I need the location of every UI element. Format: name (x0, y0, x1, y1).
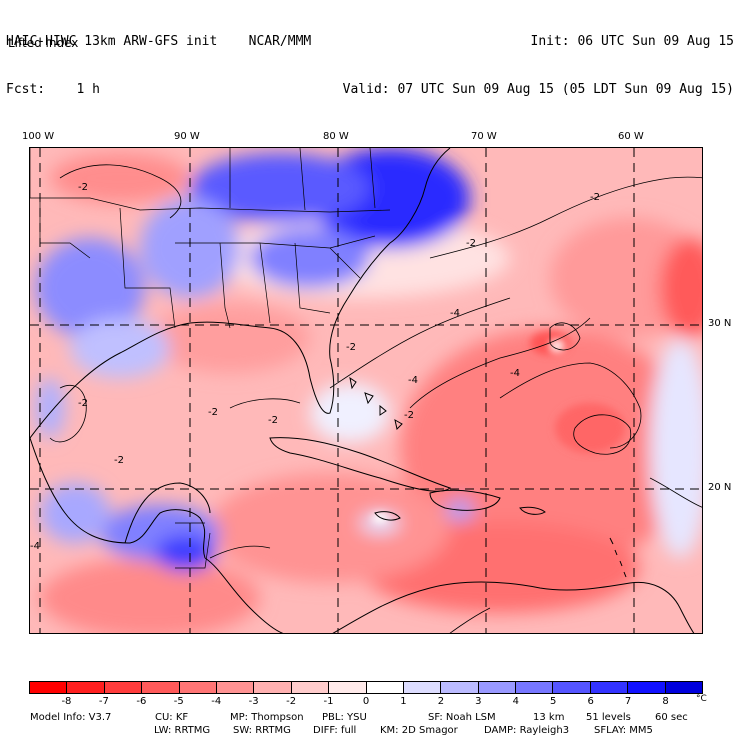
colorbar-cell (478, 682, 517, 693)
colorbar-tick-label: 2 (437, 696, 445, 707)
svg-text:-2: -2 (466, 238, 476, 249)
footer-lw: LW: RRTMG (154, 725, 211, 736)
colorbar-cell (216, 682, 255, 693)
svg-text:-2: -2 (404, 410, 414, 421)
footer-cu: CU: KF (155, 712, 189, 723)
colorbar-tick-label: -7 (98, 696, 109, 707)
colorbar-cell (590, 682, 629, 693)
footer-pbl: PBL: YSU (322, 712, 367, 723)
colorbar-tick-label: -4 (211, 696, 222, 707)
colorbar-tick-label: 7 (624, 696, 632, 707)
lon-label-70w: 70 W (471, 131, 497, 142)
colorbar-tick-label: 3 (475, 696, 482, 707)
colorbar-cell (254, 682, 292, 693)
colorbar-cell (628, 682, 666, 693)
colorbar-cell (665, 682, 703, 693)
colorbar-tick-label: -1 (323, 696, 334, 707)
lifted-index-map: -2 -2 -2 -4 -4 -4 -2 -2 -2 -2 -2 -2 -4 (30, 148, 702, 633)
footer-timestep: 60 sec (655, 712, 688, 723)
svg-text:-4: -4 (510, 368, 520, 379)
colorbar-tick-label: 1 (400, 696, 407, 707)
footer-damp: DAMP: Rayleigh3 (484, 725, 570, 736)
footer-km: KM: 2D Smagor (380, 725, 458, 736)
footer-sflay: SFLAY: MM5 (594, 725, 653, 736)
forecast-hour: Fcst: 1 h (6, 82, 100, 97)
colorbar-tick-label: 5 (550, 696, 557, 707)
svg-text:-4: -4 (408, 375, 418, 386)
svg-text:-4: -4 (30, 541, 40, 552)
colorbar-cell (441, 682, 479, 693)
svg-text:-4: -4 (450, 308, 460, 319)
lon-label-90w: 90 W (174, 131, 200, 142)
colorbar (29, 681, 703, 694)
svg-text:-2: -2 (78, 398, 88, 409)
colorbar-cell (179, 682, 217, 693)
political-borders (30, 148, 391, 569)
colorbar-tick-label: -6 (136, 696, 147, 707)
footer-sw: SW: RRTMG (233, 725, 291, 736)
colorbar-cell (553, 682, 591, 693)
colorbar-cell (366, 682, 404, 693)
field-shading (35, 148, 702, 633)
colorbar-tick-label: -8 (61, 696, 72, 707)
footer-sf: SF: Noah LSM (428, 712, 496, 723)
colorbar-cell (30, 682, 68, 693)
colorbar-tick-label: 6 (587, 696, 594, 707)
lon-label-100w: 100 W (22, 131, 55, 142)
colorbar-tick-label: 0 (362, 696, 370, 707)
colorbar-cell (67, 682, 105, 693)
header-right: Init: 06 UTC Sun 09 Aug 15 Valid: 07 UTC… (343, 2, 734, 114)
colorbar-cell (329, 682, 367, 693)
svg-text:-2: -2 (114, 455, 124, 466)
colorbar-tick-label: 8 (662, 696, 669, 707)
lat-label-20n: 20 N (708, 482, 732, 493)
map-panel: -2 -2 -2 -4 -4 -4 -2 -2 -2 -2 -2 -2 -4 (29, 147, 703, 634)
lon-label-80w: 80 W (323, 131, 349, 142)
model-title: HAIC-HIWC 13km ARW-GFS init NCAR/MMM (6, 34, 312, 49)
init-time: Init: 06 UTC Sun 09 Aug 15 (530, 34, 735, 49)
valid-time: Valid: 07 UTC Sun 09 Aug 15 (05 LDT Sun … (342, 82, 734, 97)
colorbar-unit: °C (696, 694, 707, 704)
footer-model-info: Model Info: V3.7 (30, 712, 112, 723)
header-left: HAIC-HIWC 13km ARW-GFS init NCAR/MMM Fcs… (6, 2, 311, 114)
contours (49, 164, 702, 633)
colorbar-tick-label: -3 (248, 696, 259, 707)
footer-resolution: 13 km (533, 712, 565, 723)
footer-mp: MP: Thompson (230, 712, 304, 723)
svg-text:-2: -2 (346, 342, 356, 353)
lat-lon-grid (30, 148, 702, 633)
footer-levels: 51 levels (586, 712, 631, 723)
lat-label-30n: 30 N (708, 318, 732, 329)
svg-text:-2: -2 (78, 182, 88, 193)
coastlines (30, 148, 695, 633)
colorbar-tick-label: 4 (512, 696, 519, 707)
colorbar-cell (403, 682, 442, 693)
colorbar-tick-label: -5 (173, 696, 184, 707)
footer-diff: DIFF: full (313, 725, 357, 736)
svg-text:-2: -2 (590, 192, 600, 203)
colorbar-cell (516, 682, 554, 693)
field-name: Lifted index (8, 36, 79, 50)
colorbar-cell (142, 682, 180, 693)
colorbar-tick-label: -2 (286, 696, 297, 707)
colorbar-cell (291, 682, 330, 693)
contour-labels: -2 -2 -2 -4 -4 -4 -2 -2 -2 -2 -2 -2 -4 (30, 182, 600, 552)
colorbar-cell (104, 682, 143, 693)
svg-text:-2: -2 (268, 415, 278, 426)
lon-label-60w: 60 W (618, 131, 644, 142)
svg-text:-2: -2 (208, 407, 218, 418)
